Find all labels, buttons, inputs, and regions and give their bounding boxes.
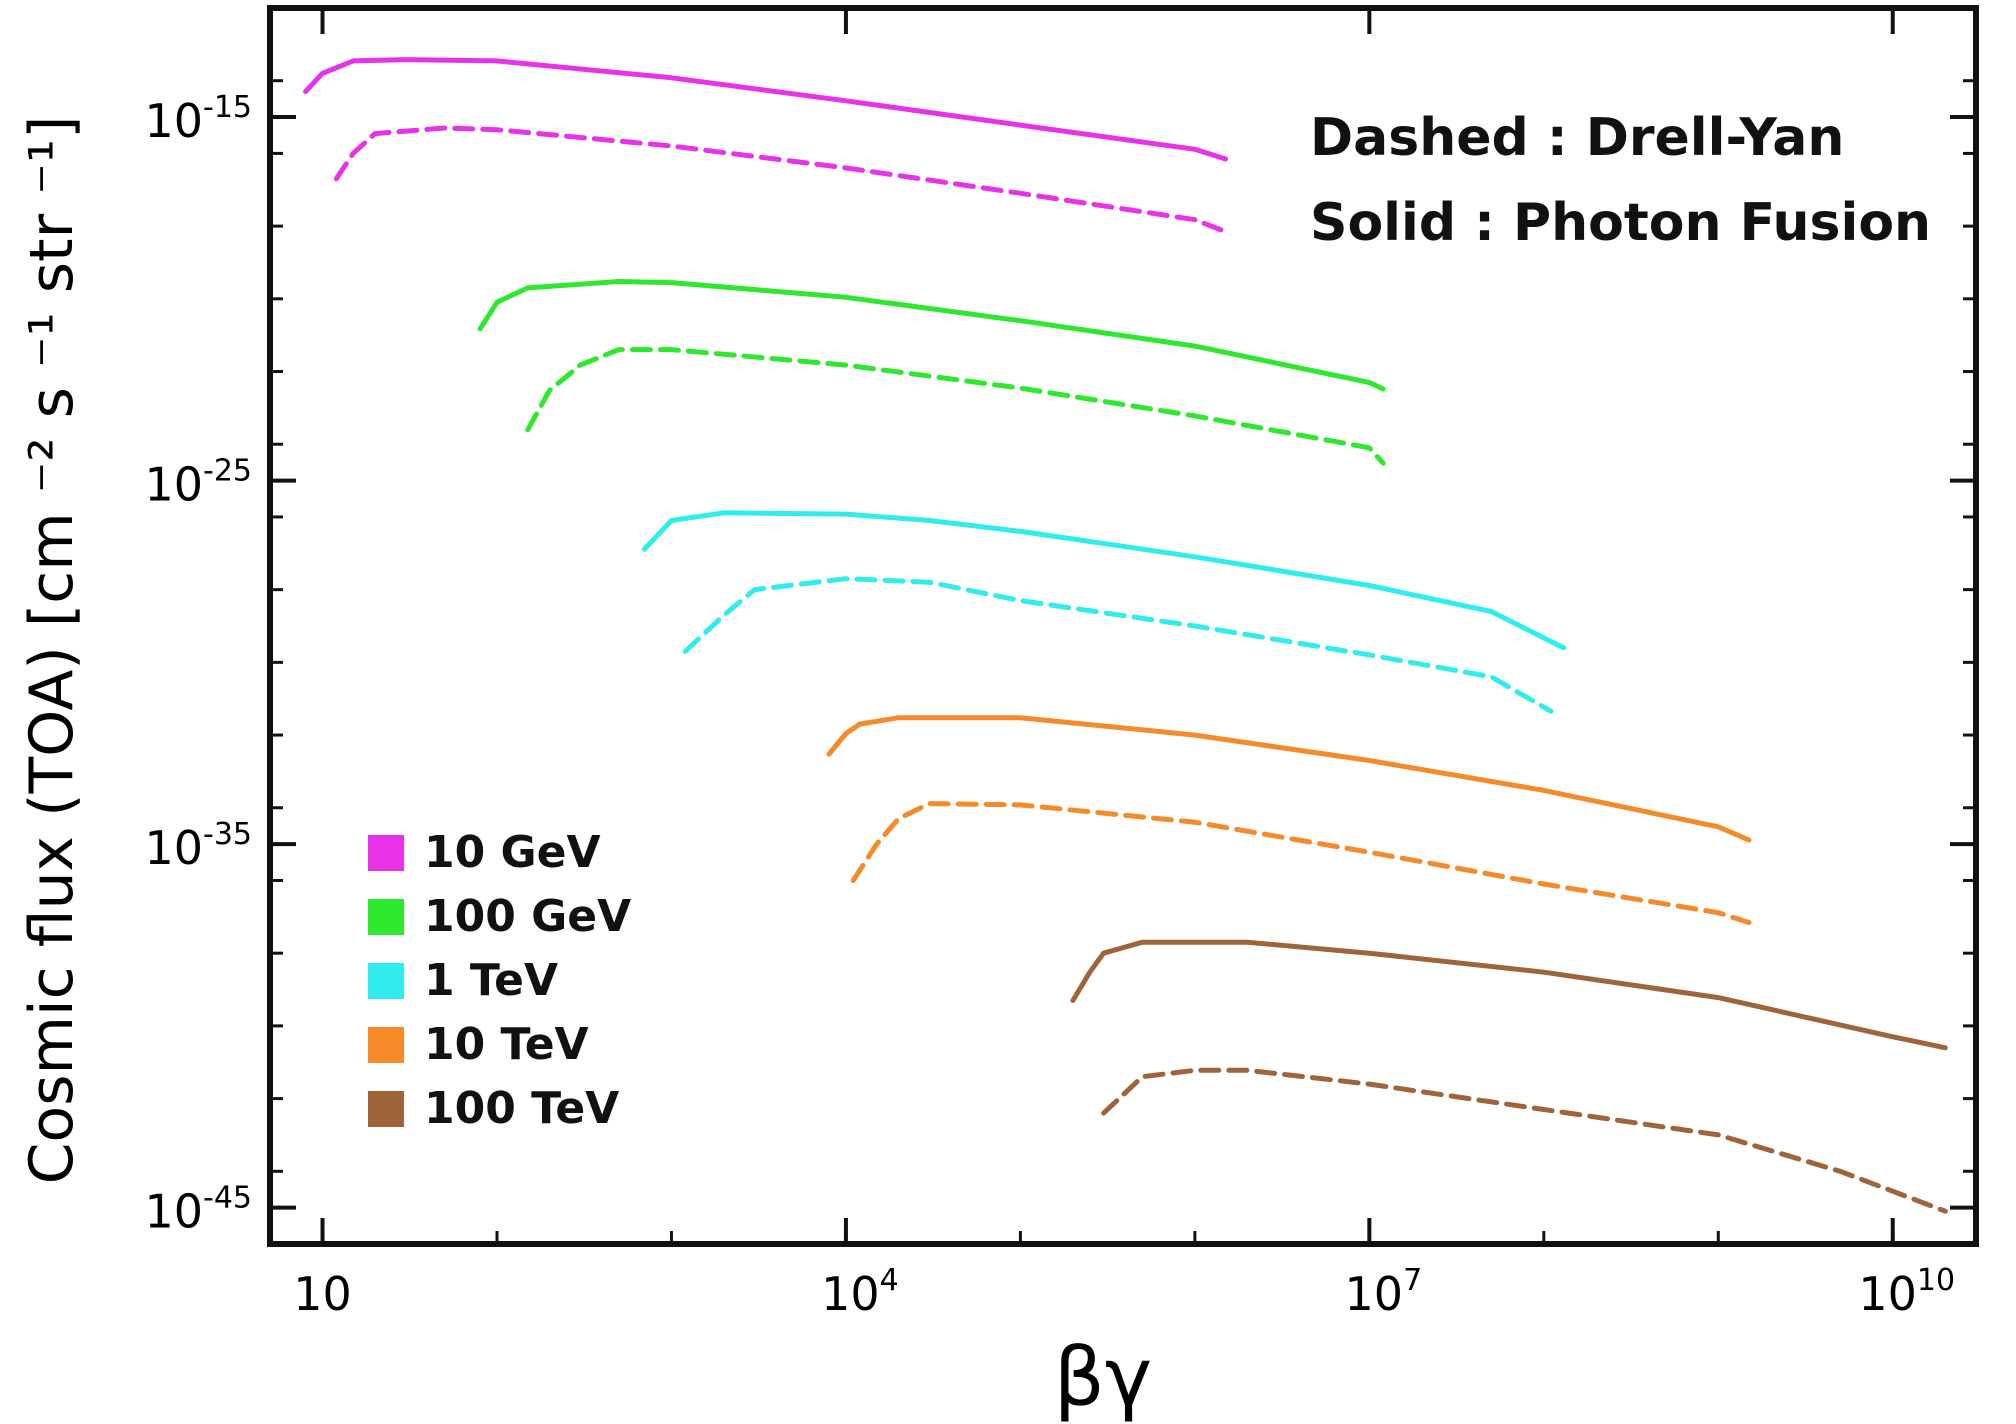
legend-swatch — [368, 899, 404, 935]
y-tick-label: 10-15 — [144, 90, 252, 148]
legend-label: 10 TeV — [424, 1019, 589, 1070]
x-axis-title: βγ — [1054, 1331, 1152, 1424]
legend-label: 100 TeV — [424, 1083, 619, 1134]
y-tick-label: 10-25 — [144, 454, 252, 512]
legend-label: 1 TeV — [424, 955, 558, 1006]
series-line-1-tev-solid — [641, 510, 1567, 651]
x-tick-label: 107 — [1345, 1263, 1423, 1321]
x-tick-label: 10 — [293, 1267, 352, 1321]
legend-swatch — [368, 835, 404, 871]
series-line-100-tev-dashed — [1101, 1067, 1948, 1214]
legend-swatch — [368, 1091, 404, 1127]
series-line-100-tev-solid — [1070, 939, 1948, 1051]
legend: 10 GeV 100 GeV 1 TeV 10 TeV 100 TeV — [368, 827, 631, 1134]
tick-layer — [270, 6, 1976, 1246]
series-line-10-gev-dashed — [333, 125, 1229, 235]
annotation-dashed: Dashed : Drell-Yan — [1310, 108, 1844, 168]
annotation-solid: Solid : Photon Fusion — [1310, 193, 1931, 253]
y-axis-title: Cosmic flux (TOA) [cm ⁻² s ⁻¹ str ⁻¹] — [17, 116, 87, 1185]
legend-swatch — [368, 963, 404, 999]
series-line-10-tev-dashed — [850, 801, 1752, 925]
legend-label: 10 GeV — [424, 827, 601, 878]
series-line-10-gev-solid — [303, 57, 1229, 162]
legend-swatch — [368, 1027, 404, 1063]
series-line-1-tev-dashed — [682, 576, 1554, 714]
y-tick-label: 10-45 — [144, 1181, 252, 1239]
legend-label: 100 GeV — [424, 891, 631, 942]
series-line-100-gev-dashed — [525, 347, 1386, 466]
tick-label-layer: 10 104 107 1010 10-15 10-25 10-35 10-45 — [144, 90, 1955, 1321]
series-line-100-gev-solid — [477, 279, 1386, 392]
x-tick-label: 1010 — [1858, 1263, 1955, 1321]
x-tick-label: 104 — [821, 1263, 899, 1321]
series-line-10-tev-solid — [826, 715, 1752, 843]
series-layer — [303, 57, 1948, 1214]
plot-frame — [267, 5, 1979, 1247]
y-tick-label: 10-35 — [144, 817, 252, 875]
